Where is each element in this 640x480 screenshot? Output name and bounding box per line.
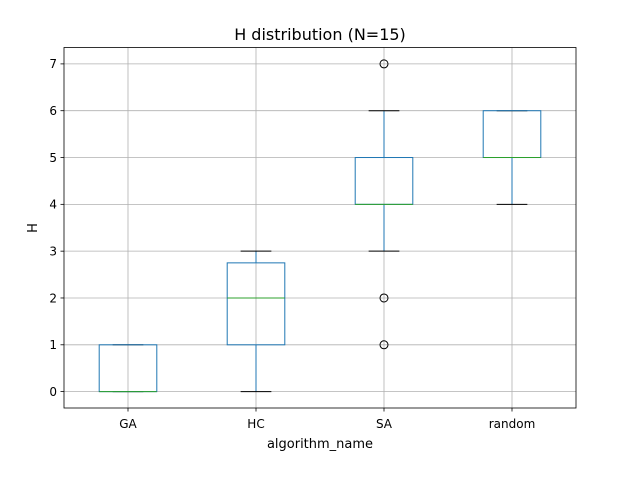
y-tick-label: 0 xyxy=(49,385,57,399)
box-random xyxy=(482,110,542,205)
y-tick-label: 6 xyxy=(49,104,57,118)
x-tick-label: SA xyxy=(376,417,393,431)
x-tick-label: random xyxy=(489,417,536,431)
chart-title: H distribution (N=15) xyxy=(234,25,406,44)
y-tick-label: 1 xyxy=(49,338,57,352)
x-tick-label: GA xyxy=(119,417,137,431)
y-tick-label: 2 xyxy=(49,291,57,305)
x-tick-label: HC xyxy=(247,417,264,431)
outlier-point xyxy=(379,293,389,303)
box-HC xyxy=(226,250,286,393)
y-axis-label: H xyxy=(26,223,41,233)
ticks-layer: 0 1 2 3 4 5 6 7 GA HC SA random xyxy=(49,57,535,431)
y-tick-label: 5 xyxy=(49,151,57,165)
y-tick-label: 3 xyxy=(49,244,57,258)
iqr-box xyxy=(226,262,286,346)
box-GA xyxy=(98,344,158,393)
x-axis-label: algorithm_name xyxy=(267,437,373,452)
y-tick-label: 4 xyxy=(49,198,57,212)
y-tick-label: 7 xyxy=(49,57,57,71)
box-SA xyxy=(354,59,414,350)
plot-area-frame xyxy=(63,47,577,409)
outlier-point xyxy=(379,59,389,69)
outlier-point xyxy=(379,340,389,350)
boxes-layer xyxy=(98,59,542,393)
